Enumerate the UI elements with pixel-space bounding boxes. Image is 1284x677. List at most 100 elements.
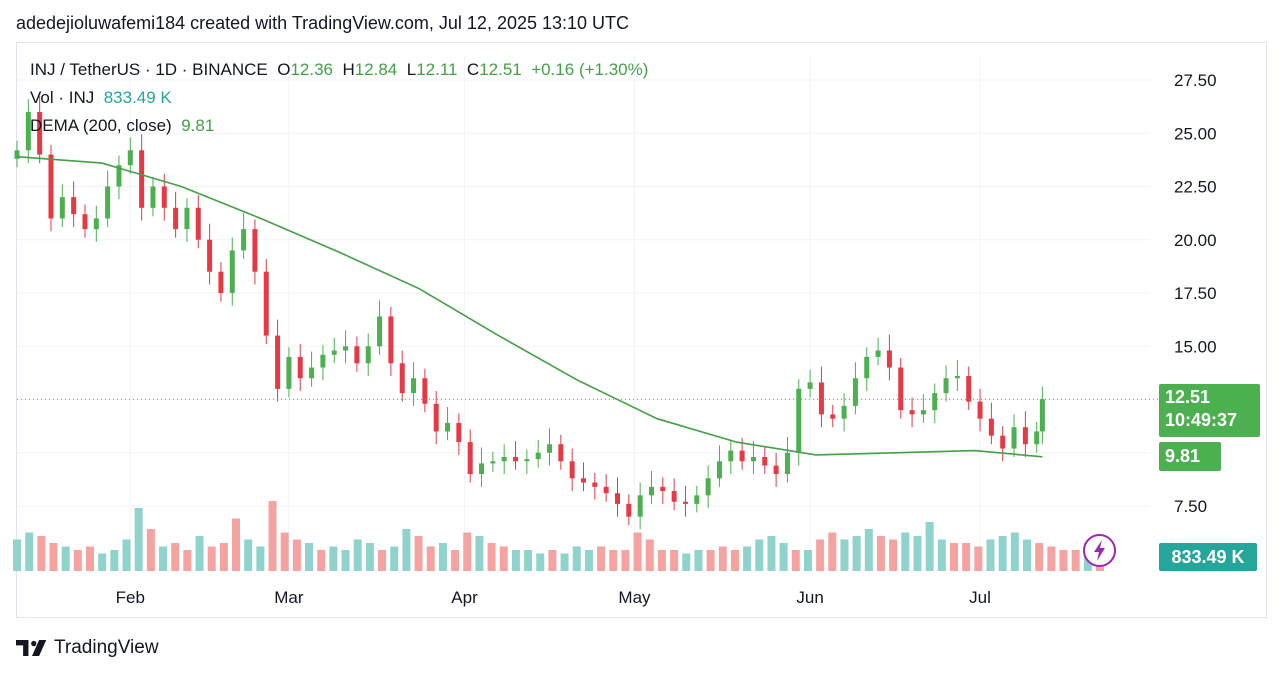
candle-body xyxy=(1022,427,1028,445)
candle-body xyxy=(614,493,620,504)
volume-bar xyxy=(61,546,70,571)
bar-countdown: 10:49:37 xyxy=(1165,410,1238,430)
x-tick-label: May xyxy=(618,588,651,607)
candle-body xyxy=(433,403,439,432)
x-tick-label: Jun xyxy=(796,588,823,607)
x-tick-label: Mar xyxy=(274,588,304,607)
footer-brand[interactable]: TradingView xyxy=(16,637,159,659)
candle-body xyxy=(603,486,609,494)
candle-body xyxy=(173,207,179,230)
volume-bar xyxy=(499,546,508,571)
candle-body xyxy=(286,356,292,389)
volume-bar xyxy=(816,539,825,571)
candle-body xyxy=(252,229,258,272)
volume-bar xyxy=(159,546,168,571)
candle-body xyxy=(161,186,167,208)
candle-body xyxy=(411,378,417,394)
volume-bar xyxy=(718,546,727,571)
candle-body xyxy=(297,356,303,379)
dema-label[interactable]: DEMA (200, close) xyxy=(30,116,172,135)
candle-body xyxy=(784,452,790,475)
candle-body xyxy=(241,229,247,251)
candle-body xyxy=(445,422,451,432)
candle-body xyxy=(841,405,847,419)
volume-bar xyxy=(645,539,654,571)
volume-legend: Vol · INJ 833.49 K xyxy=(30,88,172,108)
volume-bar xyxy=(584,550,593,571)
candle-body xyxy=(932,393,938,411)
lightning-bolt-icon[interactable] xyxy=(1083,534,1116,567)
volume-bar xyxy=(998,536,1007,571)
volume-bar xyxy=(962,543,971,571)
candle-body xyxy=(694,495,700,504)
page-title: adedejioluwafemi184 created with Trading… xyxy=(16,13,630,33)
candle-body xyxy=(705,478,711,496)
y-tick-label: 25.00 xyxy=(1174,124,1217,143)
candle-body xyxy=(716,461,722,479)
y-tick-label: 15.00 xyxy=(1174,337,1217,356)
candle-body xyxy=(263,271,269,336)
candle-body xyxy=(377,316,383,347)
candle-body xyxy=(354,346,360,364)
candle-body xyxy=(852,378,858,406)
candle-body xyxy=(320,354,326,368)
candle-body xyxy=(524,459,530,462)
low-value: 12.11 xyxy=(416,60,458,79)
footer-brand-label: TradingView xyxy=(54,637,159,658)
volume-bar xyxy=(438,543,447,571)
candle-body xyxy=(48,154,54,219)
volume-bar xyxy=(560,553,569,571)
volume-bar xyxy=(609,550,618,571)
volume-label[interactable]: Vol · INJ xyxy=(30,88,95,107)
dema-line xyxy=(16,155,1043,458)
candle-body xyxy=(558,444,564,462)
volume-bar xyxy=(426,546,435,571)
volume-bar xyxy=(280,532,289,571)
volume-bar xyxy=(402,529,411,571)
candle-body xyxy=(898,367,904,411)
candle-body xyxy=(581,478,586,483)
volume-value: 833.49 K xyxy=(103,88,172,107)
volume-badge: 833.49 K xyxy=(1159,543,1257,571)
volume-bar xyxy=(329,546,338,571)
chart-frame[interactable] xyxy=(16,42,1267,618)
volume-bar xyxy=(621,550,630,571)
candle-body xyxy=(71,197,77,215)
candle-body xyxy=(399,363,405,394)
volume-bar xyxy=(743,546,752,571)
high-label: H xyxy=(342,60,355,79)
candle-body xyxy=(490,461,496,464)
candle-body xyxy=(343,346,349,351)
dema-legend: DEMA (200, close) 9.81 xyxy=(30,116,214,136)
change-value: +0.16 (+1.30%) xyxy=(531,60,649,79)
candle-body xyxy=(184,207,190,230)
candle-body xyxy=(365,346,371,364)
volume-bar xyxy=(572,546,581,571)
candle-body xyxy=(1039,399,1045,432)
volume-bar xyxy=(73,550,82,571)
candle-body xyxy=(773,465,779,475)
x-tick-label: Jul xyxy=(969,588,991,607)
candle-body xyxy=(467,442,473,475)
candle-body xyxy=(943,378,949,394)
volume-bar xyxy=(451,550,460,571)
x-tick-label: Feb xyxy=(116,588,145,607)
volume-bar xyxy=(146,529,155,571)
volume-bar xyxy=(122,539,131,571)
volume-bar xyxy=(889,539,898,571)
candle-body xyxy=(762,457,768,466)
volume-bar xyxy=(244,539,253,571)
volume-bar xyxy=(463,532,472,571)
symbol-label[interactable]: INJ / TetherUS · 1D · BINANCE xyxy=(30,60,268,79)
candle-body xyxy=(864,356,870,379)
candle-body xyxy=(422,378,428,404)
dema-badge: 9.81 xyxy=(1159,442,1221,471)
volume-bar xyxy=(414,536,423,571)
volume-bar xyxy=(268,501,277,571)
volume-bar xyxy=(694,550,703,571)
volume-bar xyxy=(536,553,545,571)
volume-bar xyxy=(633,532,642,571)
volume-bar xyxy=(134,508,143,571)
candle-body xyxy=(728,450,734,462)
